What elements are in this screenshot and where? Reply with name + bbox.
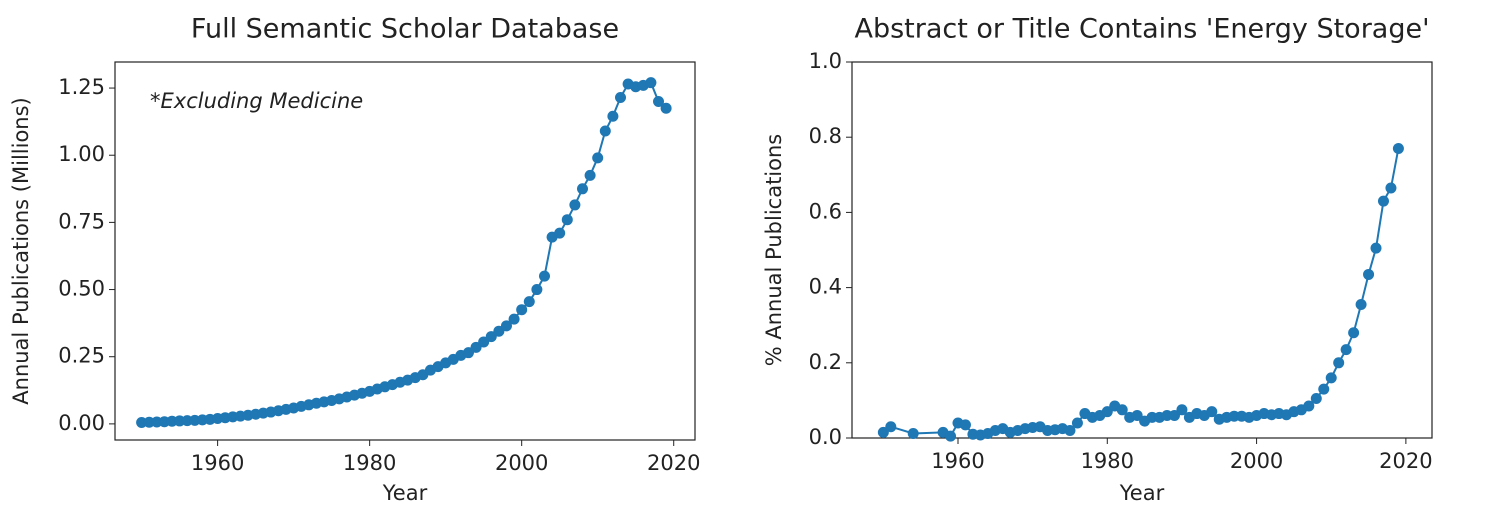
x-axis-label: Year — [1119, 481, 1165, 505]
y-tick-label: 0.50 — [58, 277, 105, 301]
x-tick-label: 2020 — [647, 451, 700, 475]
data-point — [1116, 404, 1128, 416]
data-point — [516, 304, 528, 316]
plot-frame — [114, 61, 696, 441]
data-point — [538, 270, 550, 282]
y-tick-label: 0.8 — [809, 124, 842, 148]
chart-title: Full Semantic Scholar Database — [191, 14, 619, 45]
data-point — [569, 199, 581, 211]
x-tick-label: 2000 — [495, 451, 548, 475]
y-tick-label: 0.75 — [58, 209, 105, 233]
data-point — [592, 152, 604, 164]
y-tick-label: 0.0 — [809, 425, 842, 449]
data-point — [478, 336, 490, 348]
data-point — [1340, 344, 1352, 356]
data-point — [1064, 424, 1076, 436]
chart-title: Abstract or Title Contains 'Energy Stora… — [854, 14, 1429, 45]
data-point — [1131, 409, 1143, 421]
y-tick-label: 1.0 — [809, 49, 842, 73]
data-point — [945, 430, 957, 442]
data-point — [470, 341, 482, 353]
data-point — [1348, 327, 1360, 339]
data-point — [1071, 417, 1083, 429]
data-point — [645, 77, 657, 89]
data-point — [531, 284, 543, 296]
x-tick-label: 1960 — [931, 449, 984, 473]
data-point — [1325, 372, 1337, 384]
data-point — [1370, 242, 1382, 254]
data-point — [959, 419, 971, 431]
data-point — [653, 95, 665, 107]
x-tick-label: 1980 — [343, 451, 396, 475]
data-point — [493, 325, 505, 337]
data-point — [500, 320, 512, 332]
data-point — [615, 91, 627, 103]
y-axis-label: % Annual Publications — [762, 134, 786, 367]
data-line — [141, 81, 667, 424]
data-point — [599, 125, 611, 137]
y-tick-label: 0.4 — [809, 275, 842, 299]
data-point — [885, 421, 897, 433]
data-point — [1333, 357, 1345, 369]
data-point — [576, 183, 588, 195]
y-axis-label: Annual Publications (Millions) — [9, 97, 33, 404]
y-tick-label: 0.2 — [809, 350, 842, 374]
data-point — [1318, 383, 1330, 395]
data-point — [1176, 404, 1188, 416]
data-point — [1363, 268, 1375, 280]
plot-frame — [851, 61, 1433, 439]
x-tick-label: 2020 — [1379, 449, 1432, 473]
y-tick-label: 1.25 — [58, 75, 105, 99]
data-point — [508, 313, 520, 325]
data-point — [907, 427, 919, 439]
x-tick-label: 2000 — [1230, 449, 1283, 473]
data-point — [1101, 406, 1113, 418]
x-axis-label: Year — [382, 481, 428, 505]
y-tick-label: 0.25 — [58, 344, 105, 368]
data-point — [561, 214, 573, 226]
data-point — [1303, 400, 1315, 412]
data-point — [607, 110, 619, 122]
x-tick-label: 1980 — [1081, 449, 1134, 473]
data-point — [1385, 182, 1397, 194]
data-point — [1206, 406, 1218, 418]
annotation: *Excluding Medicine — [150, 89, 363, 113]
data-point — [1392, 142, 1404, 154]
data-point — [877, 426, 889, 438]
data-point — [485, 331, 497, 343]
y-tick-label: 1.00 — [58, 142, 105, 166]
y-tick-label: 0.00 — [58, 411, 105, 435]
data-point — [584, 169, 596, 181]
data-point — [523, 296, 535, 308]
y-tick-label: 0.6 — [809, 199, 842, 223]
data-point — [554, 227, 566, 239]
data-point — [1355, 299, 1367, 311]
data-point — [1310, 393, 1322, 405]
x-tick-label: 1960 — [191, 451, 244, 475]
data-point — [1377, 195, 1389, 207]
data-point — [462, 347, 474, 359]
data-point — [660, 102, 672, 114]
data-point — [1168, 409, 1180, 421]
